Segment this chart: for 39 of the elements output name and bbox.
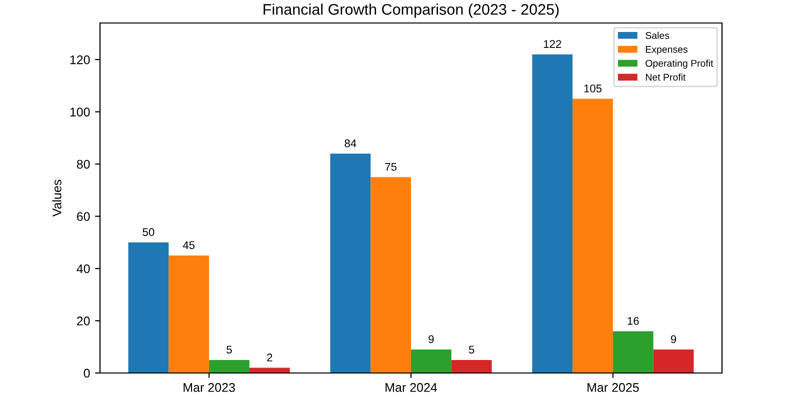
data-label: 2 [267, 354, 272, 362]
data-label: 5 [468, 346, 474, 354]
y-tick-label: 40 [76, 264, 90, 274]
x-tick-label: Mar 2024 [386, 383, 438, 392]
y-tick-label: 100 [70, 108, 90, 116]
bar [451, 360, 492, 373]
chart-title: Financial Growth Comparison (2023 - 2025) [264, 4, 559, 18]
y-tick-label: 80 [76, 160, 90, 169]
bar [653, 349, 694, 373]
bar [411, 349, 452, 373]
legend-label: Operating Profit [646, 60, 714, 69]
data-label: 9 [670, 335, 676, 344]
bar [128, 242, 169, 373]
bar [168, 255, 210, 373]
data-label: 105 [584, 84, 602, 92]
bar [612, 331, 654, 373]
x-tick-label: Mar 2025 [588, 383, 639, 392]
y-axis-title: Values [52, 180, 62, 217]
data-label: 50 [142, 228, 154, 236]
y-tick-label: 20 [77, 316, 90, 326]
bar [572, 98, 613, 373]
data-label: 75 [385, 162, 397, 171]
y-tick-label: 120 [70, 55, 90, 64]
legend-label: Net Profit [646, 74, 686, 81]
y-tick-label: 0 [84, 368, 90, 378]
data-label: 5 [226, 346, 232, 354]
legend-label: Sales [646, 32, 670, 39]
bar [330, 154, 371, 373]
bar [532, 54, 573, 373]
data-label: 84 [344, 139, 356, 148]
bar [370, 177, 411, 373]
data-label: 9 [428, 335, 434, 344]
bar [209, 360, 250, 373]
x-tick-label: Mar 2023 [184, 383, 235, 392]
data-label: 45 [182, 241, 195, 250]
data-label: 122 [544, 40, 562, 48]
data-label: 16 [628, 316, 639, 325]
legend-label: Expenses [646, 46, 688, 55]
y-tick-label: 60 [77, 212, 90, 221]
